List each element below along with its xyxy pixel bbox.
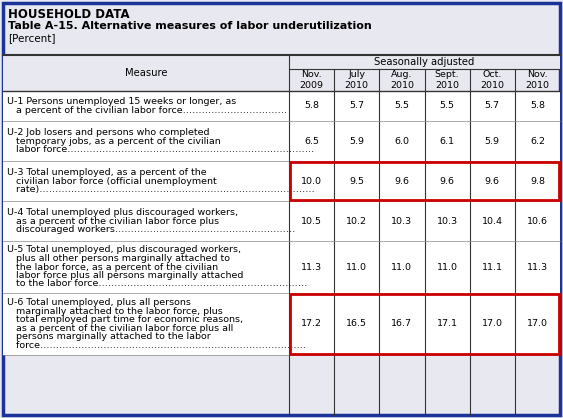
Text: U-2 Job losers and persons who completed: U-2 Job losers and persons who completed — [7, 128, 209, 137]
Text: persons marginally attached to the labor: persons marginally attached to the labor — [7, 332, 211, 341]
Text: 6.0: 6.0 — [395, 137, 409, 145]
Text: a percent of the civilian labor force……………………………: a percent of the civilian labor force………… — [7, 106, 287, 115]
Text: 5.7: 5.7 — [349, 102, 364, 110]
Text: 6.2: 6.2 — [530, 137, 545, 145]
Text: 10.6: 10.6 — [527, 217, 548, 225]
Text: 11.0: 11.0 — [346, 263, 367, 272]
Text: Table A-15. Alternative measures of labor underutilization: Table A-15. Alternative measures of labo… — [8, 21, 372, 31]
Text: Measure: Measure — [125, 68, 167, 78]
Text: 17.1: 17.1 — [436, 319, 458, 329]
Text: as a percent of the civilian labor force plus: as a percent of the civilian labor force… — [7, 217, 219, 225]
Text: 16.5: 16.5 — [346, 319, 367, 329]
Text: 11.3: 11.3 — [301, 263, 322, 272]
Text: [Percent]: [Percent] — [8, 33, 56, 43]
Text: labor force plus all persons marginally attached: labor force plus all persons marginally … — [7, 271, 243, 280]
Text: Aug.
2010: Aug. 2010 — [390, 70, 414, 90]
Text: temporary jobs, as a percent of the civilian: temporary jobs, as a percent of the civi… — [7, 137, 221, 145]
Text: July
2010: July 2010 — [345, 70, 369, 90]
Text: Nov.
2009: Nov. 2009 — [300, 70, 324, 90]
Bar — [3, 293, 560, 355]
Text: 10.4: 10.4 — [482, 217, 503, 225]
Text: 5.9: 5.9 — [349, 137, 364, 145]
Text: 9.8: 9.8 — [530, 176, 545, 186]
Text: 9.6: 9.6 — [395, 176, 409, 186]
Text: U-1 Persons unemployed 15 weeks or longer, as: U-1 Persons unemployed 15 weeks or longe… — [7, 97, 236, 106]
Text: total employed part time for economic reasons,: total employed part time for economic re… — [7, 315, 243, 324]
Text: 5.7: 5.7 — [485, 102, 500, 110]
Bar — [290, 294, 559, 354]
Text: 5.5: 5.5 — [440, 102, 454, 110]
Text: 10.0: 10.0 — [301, 176, 322, 186]
Text: 17.2: 17.2 — [301, 319, 322, 329]
Bar — [290, 162, 559, 200]
Text: 5.9: 5.9 — [485, 137, 500, 145]
Text: 16.7: 16.7 — [391, 319, 413, 329]
Text: 11.0: 11.0 — [391, 263, 413, 272]
Text: 10.2: 10.2 — [346, 217, 367, 225]
Text: U-5 Total unemployed, plus discouraged workers,: U-5 Total unemployed, plus discouraged w… — [7, 245, 241, 255]
Text: 10.3: 10.3 — [436, 217, 458, 225]
Text: 11.1: 11.1 — [482, 263, 503, 272]
Text: as a percent of the civilian labor force plus all: as a percent of the civilian labor force… — [7, 324, 233, 333]
Bar — [3, 201, 560, 241]
Text: U-4 Total unemployed plus discouraged workers,: U-4 Total unemployed plus discouraged wo… — [7, 208, 238, 217]
Text: labor force……………………………………………………………………: labor force…………………………………………………………………… — [7, 145, 314, 154]
Text: 5.8: 5.8 — [304, 102, 319, 110]
Text: rate)……………………………………………………………………………: rate)…………………………………………………………………………… — [7, 185, 315, 194]
Bar — [3, 121, 560, 161]
Text: U-3 Total unemployed, as a percent of the: U-3 Total unemployed, as a percent of th… — [7, 168, 207, 177]
Text: 6.1: 6.1 — [440, 137, 454, 145]
Bar — [3, 55, 289, 91]
Text: the labor force, as a percent of the civilian: the labor force, as a percent of the civ… — [7, 263, 218, 272]
Text: plus all other persons marginally attached to: plus all other persons marginally attach… — [7, 254, 230, 263]
Text: civilian labor force (official unemployment: civilian labor force (official unemploym… — [7, 176, 217, 186]
Text: marginally attached to the labor force, plus: marginally attached to the labor force, … — [7, 307, 223, 316]
Text: Oct.
2010: Oct. 2010 — [480, 70, 504, 90]
Text: to the labor force…………………………………………………………: to the labor force………………………………………………………… — [7, 280, 307, 288]
Bar — [3, 161, 560, 201]
Text: discouraged workers…………………………………………………: discouraged workers………………………………………………… — [7, 225, 296, 234]
Text: 11.0: 11.0 — [436, 263, 458, 272]
Text: 17.0: 17.0 — [482, 319, 503, 329]
Text: Seasonally adjusted: Seasonally adjusted — [374, 57, 475, 67]
Text: 10.5: 10.5 — [301, 217, 322, 225]
Text: 6.5: 6.5 — [304, 137, 319, 145]
Text: 9.6: 9.6 — [440, 176, 454, 186]
Bar — [3, 91, 560, 121]
Text: HOUSEHOLD DATA: HOUSEHOLD DATA — [8, 8, 129, 21]
Text: 11.3: 11.3 — [527, 263, 548, 272]
Bar — [3, 241, 560, 293]
Text: 17.0: 17.0 — [527, 319, 548, 329]
Text: 9.5: 9.5 — [349, 176, 364, 186]
Text: 5.5: 5.5 — [395, 102, 409, 110]
Text: Sept.
2010: Sept. 2010 — [435, 70, 459, 90]
Text: 10.3: 10.3 — [391, 217, 413, 225]
Text: Nov.
2010: Nov. 2010 — [525, 70, 549, 90]
Text: 9.6: 9.6 — [485, 176, 500, 186]
Bar — [289, 55, 560, 69]
Text: force…………………………………………………………………………: force………………………………………………………………………… — [7, 341, 306, 350]
Text: 5.8: 5.8 — [530, 102, 545, 110]
Text: U-6 Total unemployed, plus all persons: U-6 Total unemployed, plus all persons — [7, 298, 191, 307]
